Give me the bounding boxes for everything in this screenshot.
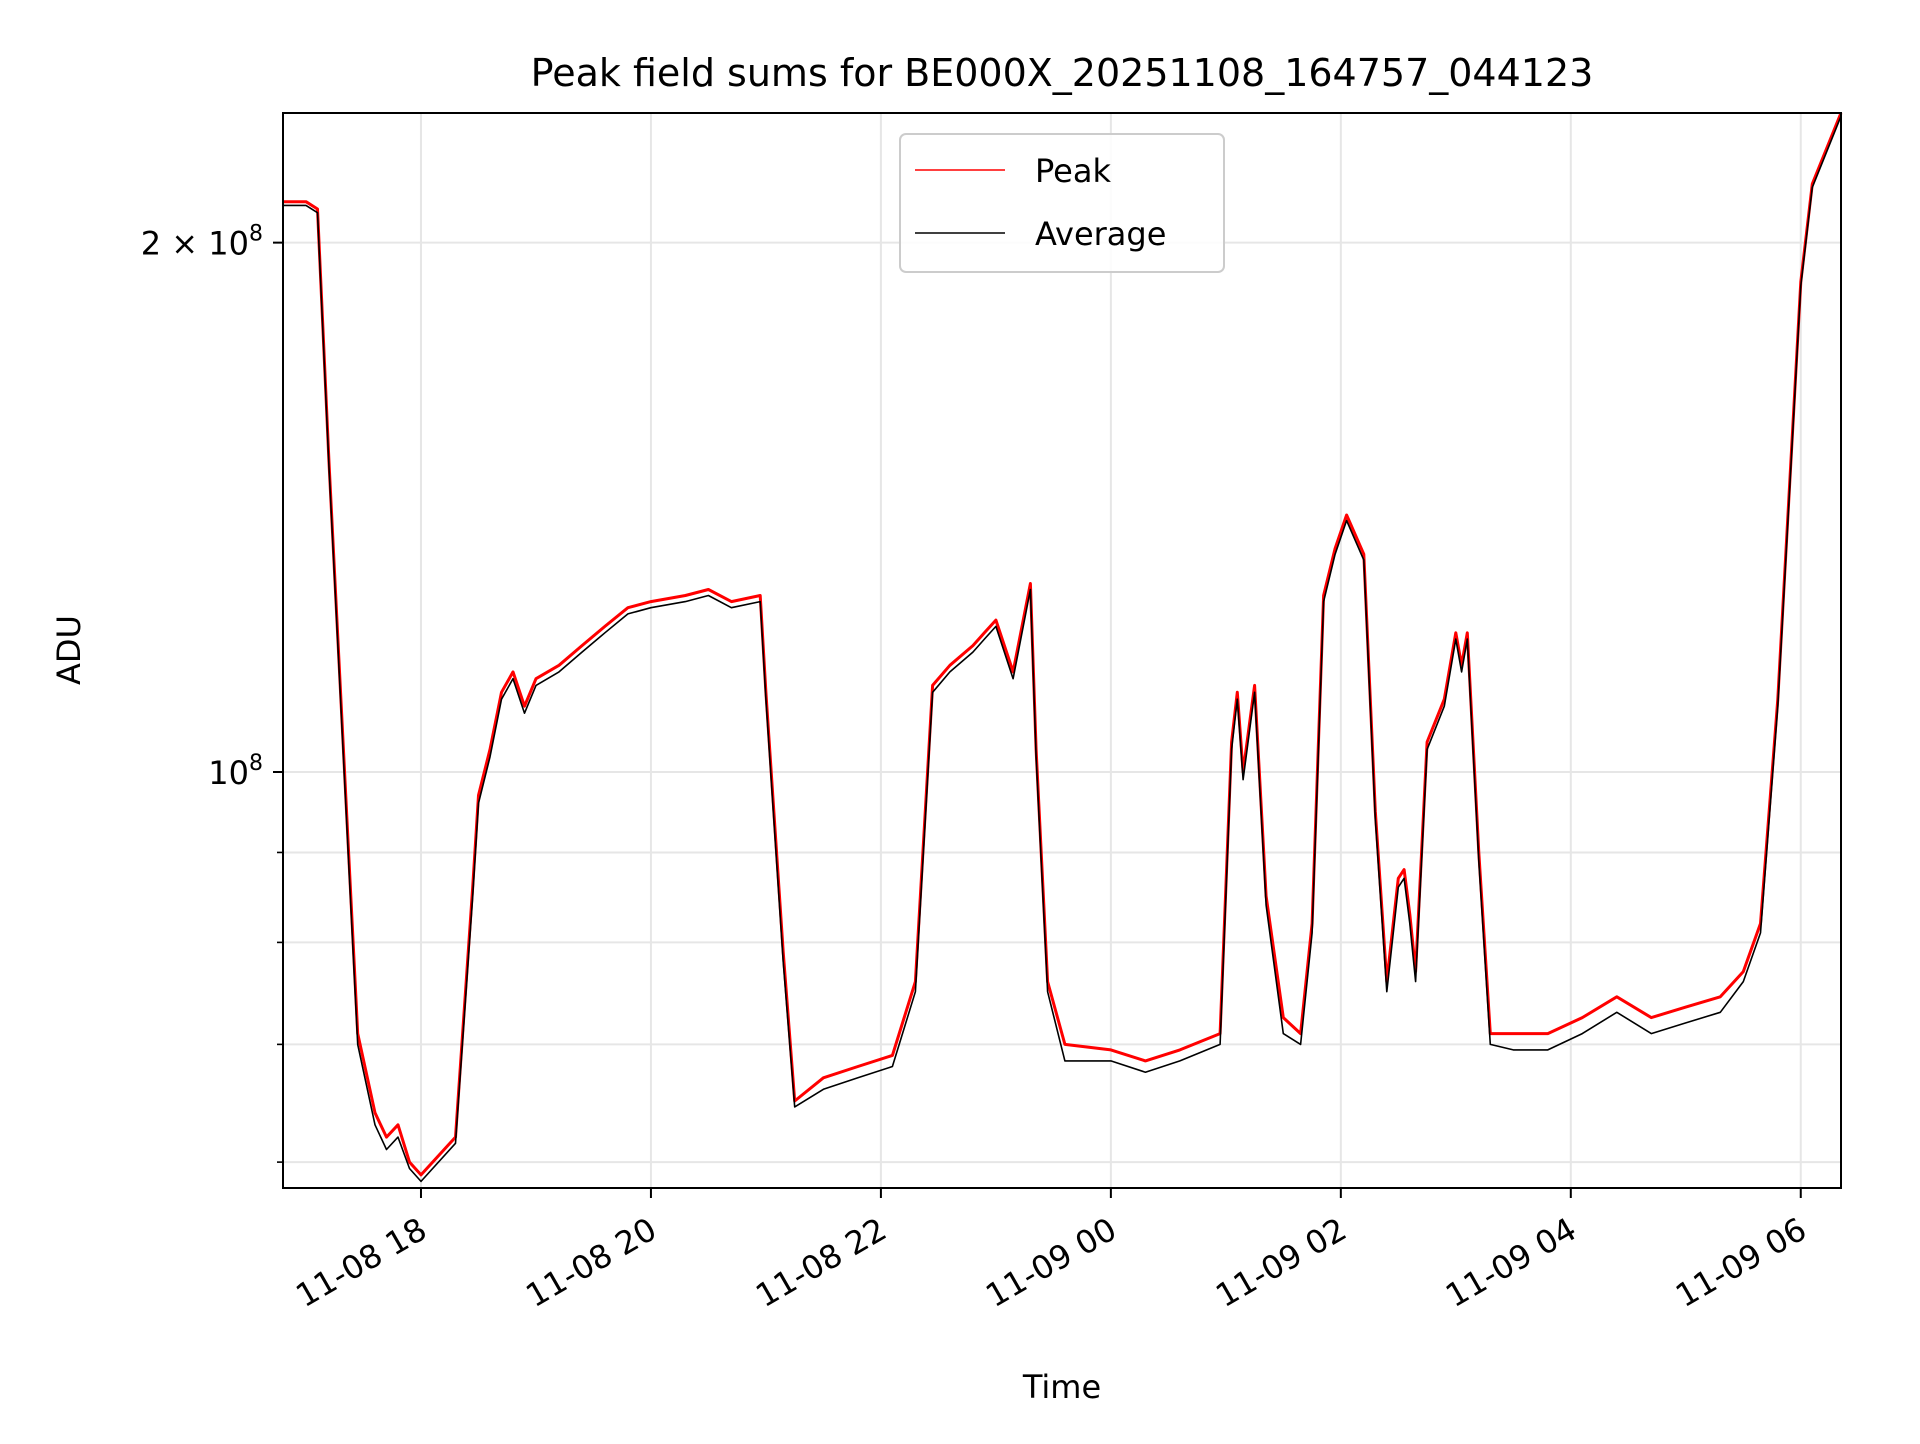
legend-box [899, 133, 1225, 273]
x-axis: 11-08 18 11-08 20 11-08 22 11-09 00 11-09 02… [289, 1188, 1813, 1315]
y-tick-label: 108 [208, 751, 263, 792]
series-line-average [283, 115, 1842, 1183]
x-tick-label: 11-09 06 [1669, 1210, 1813, 1315]
legend-label-peak: Peak [1035, 152, 1111, 190]
x-tick-label: 11-08 22 [749, 1210, 893, 1315]
plot-frame [282, 112, 1842, 1189]
x-tick-label: 11-09 04 [1439, 1210, 1583, 1315]
legend: Peak Average [899, 133, 1225, 273]
x-axis-label: Time [1022, 1368, 1101, 1406]
chart-title: Peak field sums for BE000X_20251108_1647… [531, 51, 1594, 95]
x-tick-label: 11-08 20 [519, 1210, 663, 1315]
y-tick-label: 2 × 108 [141, 222, 263, 263]
x-tick-label: 11-09 02 [1209, 1210, 1353, 1315]
y-tick-exponent: 8 [249, 751, 263, 776]
x-tick-label: 11-09 00 [979, 1210, 1123, 1315]
x-tick-label: 11-08 18 [289, 1210, 433, 1315]
series-layer [283, 112, 1843, 1183]
grid [283, 113, 1841, 1188]
y-tick-base: 10 [208, 754, 249, 792]
y-tick-base: 2 × 10 [141, 225, 249, 263]
y-axis-label: ADU [50, 615, 88, 685]
y-tick-exponent: 8 [249, 222, 263, 247]
legend-label-average: Average [1035, 215, 1166, 253]
